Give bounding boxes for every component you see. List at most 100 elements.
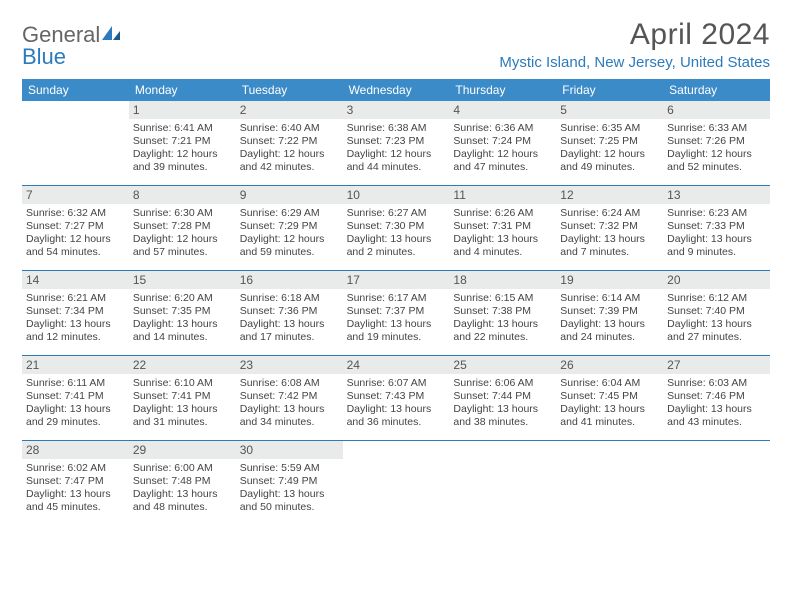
calendar-cell: 11Sunrise: 6:26 AMSunset: 7:31 PMDayligh… bbox=[449, 186, 556, 270]
day-header-monday: Monday bbox=[129, 79, 236, 101]
sunrise-text: Sunrise: 5:59 AM bbox=[240, 462, 339, 475]
week-row: 21Sunrise: 6:11 AMSunset: 7:41 PMDayligh… bbox=[22, 356, 770, 441]
calendar-cell: 5Sunrise: 6:35 AMSunset: 7:25 PMDaylight… bbox=[556, 101, 663, 185]
daylight2-text: and 43 minutes. bbox=[667, 416, 766, 429]
day-number: 14 bbox=[22, 271, 129, 289]
sunrise-text: Sunrise: 6:18 AM bbox=[240, 292, 339, 305]
sunrise-text: Sunrise: 6:14 AM bbox=[560, 292, 659, 305]
daylight2-text: and 50 minutes. bbox=[240, 501, 339, 514]
daylight2-text: and 41 minutes. bbox=[560, 416, 659, 429]
day-number: 7 bbox=[22, 186, 129, 204]
sunrise-text: Sunrise: 6:40 AM bbox=[240, 122, 339, 135]
daylight1-text: Daylight: 13 hours bbox=[26, 318, 125, 331]
day-number: 27 bbox=[663, 356, 770, 374]
daylight1-text: Daylight: 13 hours bbox=[240, 403, 339, 416]
sunset-text: Sunset: 7:47 PM bbox=[26, 475, 125, 488]
logo-sail-icon bbox=[100, 24, 122, 42]
calendar-cell bbox=[556, 441, 663, 525]
calendar-cell: 2Sunrise: 6:40 AMSunset: 7:22 PMDaylight… bbox=[236, 101, 343, 185]
calendar-cell: 17Sunrise: 6:17 AMSunset: 7:37 PMDayligh… bbox=[343, 271, 450, 355]
sunset-text: Sunset: 7:35 PM bbox=[133, 305, 232, 318]
daylight2-text: and 44 minutes. bbox=[347, 161, 446, 174]
calendar-cell: 12Sunrise: 6:24 AMSunset: 7:32 PMDayligh… bbox=[556, 186, 663, 270]
day-header-row: Sunday Monday Tuesday Wednesday Thursday… bbox=[22, 79, 770, 101]
sunset-text: Sunset: 7:38 PM bbox=[453, 305, 552, 318]
sunrise-text: Sunrise: 6:29 AM bbox=[240, 207, 339, 220]
day-header-saturday: Saturday bbox=[663, 79, 770, 101]
day-number: 17 bbox=[343, 271, 450, 289]
sunset-text: Sunset: 7:23 PM bbox=[347, 135, 446, 148]
daylight2-text: and 7 minutes. bbox=[560, 246, 659, 259]
calendar-cell: 7Sunrise: 6:32 AMSunset: 7:27 PMDaylight… bbox=[22, 186, 129, 270]
day-number: 10 bbox=[343, 186, 450, 204]
sunrise-text: Sunrise: 6:12 AM bbox=[667, 292, 766, 305]
calendar-cell: 22Sunrise: 6:10 AMSunset: 7:41 PMDayligh… bbox=[129, 356, 236, 440]
header: General Blue April 2024 Mystic Island, N… bbox=[22, 18, 770, 71]
daylight2-text: and 22 minutes. bbox=[453, 331, 552, 344]
calendar-cell bbox=[449, 441, 556, 525]
sunrise-text: Sunrise: 6:32 AM bbox=[26, 207, 125, 220]
sunset-text: Sunset: 7:42 PM bbox=[240, 390, 339, 403]
daylight2-text: and 39 minutes. bbox=[133, 161, 232, 174]
calendar-cell: 16 Sunrise: 6:18 AMSunset: 7:36 PMDayligh… bbox=[236, 271, 343, 355]
sunrise-text: Sunrise: 6:06 AM bbox=[453, 377, 552, 390]
day-number: 16 bbox=[236, 271, 343, 289]
daylight2-text: and 47 minutes. bbox=[453, 161, 552, 174]
sunrise-text: Sunrise: 6:03 AM bbox=[667, 377, 766, 390]
sunrise-text: Sunrise: 6:38 AM bbox=[347, 122, 446, 135]
daylight1-text: Daylight: 13 hours bbox=[26, 403, 125, 416]
daylight1-text: Daylight: 13 hours bbox=[347, 233, 446, 246]
daylight2-text: and 59 minutes. bbox=[240, 246, 339, 259]
calendar-cell bbox=[343, 441, 450, 525]
daylight1-text: Daylight: 13 hours bbox=[347, 403, 446, 416]
calendar-cell: 21Sunrise: 6:11 AMSunset: 7:41 PMDayligh… bbox=[22, 356, 129, 440]
sunrise-text: Sunrise: 6:27 AM bbox=[347, 207, 446, 220]
daylight1-text: Daylight: 13 hours bbox=[453, 318, 552, 331]
day-number: 5 bbox=[556, 101, 663, 119]
sunrise-text: Sunrise: 6:21 AM bbox=[26, 292, 125, 305]
sunrise-text: Sunrise: 6:35 AM bbox=[560, 122, 659, 135]
day-number bbox=[449, 441, 556, 459]
daylight1-text: Daylight: 13 hours bbox=[453, 233, 552, 246]
daylight2-text: and 27 minutes. bbox=[667, 331, 766, 344]
daylight1-text: Daylight: 13 hours bbox=[240, 318, 339, 331]
calendar-cell: 10Sunrise: 6:27 AMSunset: 7:30 PMDayligh… bbox=[343, 186, 450, 270]
sunset-text: Sunset: 7:36 PM bbox=[240, 305, 339, 318]
day-number: 4 bbox=[449, 101, 556, 119]
daylight1-text: Daylight: 12 hours bbox=[240, 233, 339, 246]
week-row: 14Sunrise: 6:21 AMSunset: 7:34 PMDayligh… bbox=[22, 271, 770, 356]
sunrise-text: Sunrise: 6:02 AM bbox=[26, 462, 125, 475]
sunrise-text: Sunrise: 6:08 AM bbox=[240, 377, 339, 390]
calendar-cell: 6Sunrise: 6:33 AMSunset: 7:26 PMDaylight… bbox=[663, 101, 770, 185]
daylight2-text: and 36 minutes. bbox=[347, 416, 446, 429]
sunset-text: Sunset: 7:33 PM bbox=[667, 220, 766, 233]
daylight2-text: and 12 minutes. bbox=[26, 331, 125, 344]
week-row: 28Sunrise: 6:02 AMSunset: 7:47 PMDayligh… bbox=[22, 441, 770, 525]
daylight1-text: Daylight: 13 hours bbox=[667, 403, 766, 416]
sunrise-text: Sunrise: 6:20 AM bbox=[133, 292, 232, 305]
day-number bbox=[22, 101, 129, 119]
daylight1-text: Daylight: 12 hours bbox=[26, 233, 125, 246]
logo-text-block: General Blue bbox=[22, 24, 122, 68]
sunrise-text: Sunrise: 6:15 AM bbox=[453, 292, 552, 305]
daylight2-text: and 14 minutes. bbox=[133, 331, 232, 344]
sunrise-text: Sunrise: 6:23 AM bbox=[667, 207, 766, 220]
sunrise-text: Sunrise: 6:11 AM bbox=[26, 377, 125, 390]
calendar-cell: 25Sunrise: 6:06 AMSunset: 7:44 PMDayligh… bbox=[449, 356, 556, 440]
day-number: 15 bbox=[129, 271, 236, 289]
daylight1-text: Daylight: 12 hours bbox=[453, 148, 552, 161]
day-header-tuesday: Tuesday bbox=[236, 79, 343, 101]
sunrise-text: Sunrise: 6:04 AM bbox=[560, 377, 659, 390]
sunrise-text: Sunrise: 6:17 AM bbox=[347, 292, 446, 305]
daylight2-text: and 2 minutes. bbox=[347, 246, 446, 259]
sunset-text: Sunset: 7:29 PM bbox=[240, 220, 339, 233]
daylight1-text: Daylight: 12 hours bbox=[347, 148, 446, 161]
day-header-thursday: Thursday bbox=[449, 79, 556, 101]
daylight2-text: and 17 minutes. bbox=[240, 331, 339, 344]
daylight2-text: and 38 minutes. bbox=[453, 416, 552, 429]
sunrise-text: Sunrise: 6:07 AM bbox=[347, 377, 446, 390]
daylight2-text: and 9 minutes. bbox=[667, 246, 766, 259]
calendar-cell: 8Sunrise: 6:30 AMSunset: 7:28 PMDaylight… bbox=[129, 186, 236, 270]
daylight1-text: Daylight: 12 hours bbox=[560, 148, 659, 161]
logo-text-line2: Blue bbox=[22, 44, 66, 69]
